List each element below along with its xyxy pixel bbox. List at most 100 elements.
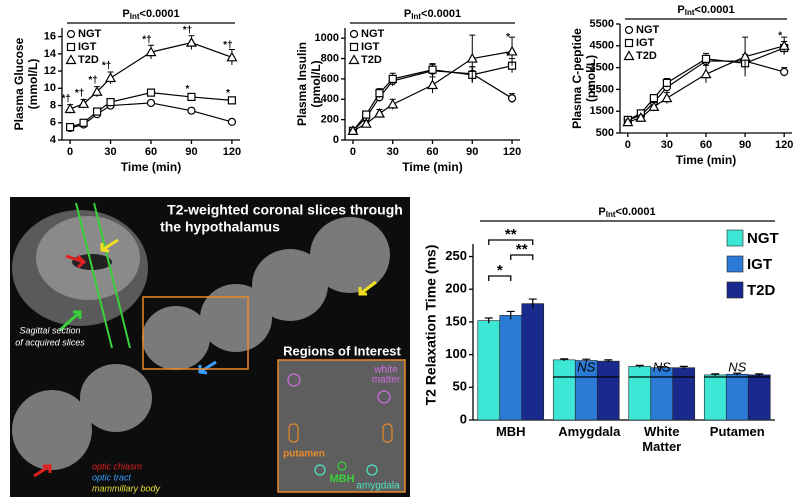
annotation: *† bbox=[142, 35, 151, 46]
marker bbox=[348, 54, 360, 65]
annotation: * bbox=[778, 31, 782, 42]
error-bar bbox=[604, 359, 613, 363]
legend-label: NGT bbox=[78, 28, 102, 40]
p-sub: Int bbox=[606, 210, 616, 219]
coronal-slices bbox=[12, 217, 390, 470]
error-bar bbox=[506, 310, 515, 320]
roi-putamen bbox=[288, 423, 299, 443]
y-tick-label: 10 bbox=[44, 82, 56, 94]
marker bbox=[349, 29, 359, 39]
p-interaction: PInt<0.0001 bbox=[122, 8, 179, 21]
p-sub: Int bbox=[130, 12, 140, 21]
bar bbox=[521, 303, 545, 421]
legend-label: T2D bbox=[78, 54, 99, 66]
x-tick-label: 0 bbox=[350, 146, 356, 158]
p-sub: Int bbox=[411, 12, 421, 21]
marker bbox=[66, 29, 76, 39]
roi-label: putamen bbox=[283, 449, 325, 460]
marker bbox=[426, 79, 439, 90]
y-axis-label: T2 Relaxation Time (ms) bbox=[423, 245, 439, 406]
marker bbox=[91, 86, 103, 96]
bar bbox=[747, 374, 771, 421]
y-tick-label: 100 bbox=[445, 346, 467, 361]
marker bbox=[92, 107, 102, 116]
error-bar bbox=[755, 373, 764, 376]
marker bbox=[507, 94, 517, 103]
ns-label: NS bbox=[577, 359, 595, 374]
legend-label: T2D bbox=[747, 282, 776, 299]
marker bbox=[362, 110, 371, 119]
marker bbox=[700, 68, 712, 79]
bar bbox=[596, 360, 620, 421]
legend-label: mammillary body bbox=[92, 483, 161, 493]
y-axis-label: (mmol/L) bbox=[26, 59, 40, 110]
legend-label: T2D bbox=[636, 50, 657, 62]
roi-circle bbox=[337, 461, 347, 471]
x-tick-label: 0 bbox=[67, 146, 73, 158]
annotation: *† bbox=[102, 61, 111, 72]
y-tick-label: 250 bbox=[445, 248, 467, 263]
roi-circle bbox=[287, 373, 301, 387]
sig-bracket bbox=[488, 239, 534, 245]
legend-swatch bbox=[726, 255, 744, 273]
p-rest: <0.0001 bbox=[695, 4, 735, 16]
annotation: * bbox=[506, 51, 510, 62]
legend-label: T2D bbox=[361, 54, 382, 66]
x-tick-label: 120 bbox=[775, 139, 793, 151]
legend-swatch bbox=[726, 229, 744, 247]
x-tick-label: 90 bbox=[739, 139, 751, 151]
roi-circle bbox=[366, 464, 378, 476]
x-tick-label-box: White Matter bbox=[642, 424, 681, 454]
legend-label: IGT bbox=[636, 37, 655, 49]
marker bbox=[373, 107, 385, 118]
marker bbox=[661, 92, 673, 103]
marker bbox=[187, 106, 196, 115]
error-bar bbox=[582, 358, 591, 362]
marker bbox=[226, 51, 238, 62]
y-tick-label: 200 bbox=[321, 114, 339, 126]
y-tick-label: 600 bbox=[321, 73, 339, 85]
marker bbox=[506, 45, 518, 56]
roi-putamen bbox=[382, 423, 393, 443]
yellow-arrow bbox=[100, 238, 119, 253]
bar bbox=[725, 373, 749, 421]
sig-bracket bbox=[488, 275, 512, 281]
error-bar bbox=[733, 372, 742, 376]
y-tick-label: 2500 bbox=[590, 83, 614, 95]
bar bbox=[628, 366, 652, 421]
y-tick-label: 6 bbox=[50, 117, 56, 129]
y-axis-label: Plasma C-peptide bbox=[570, 28, 584, 129]
y-axis-label: (pmol/L) bbox=[584, 55, 598, 102]
x-tick-label: 90 bbox=[466, 146, 478, 158]
bar bbox=[499, 315, 523, 421]
roi-title: Regions of Interest bbox=[283, 343, 401, 358]
slice-line bbox=[75, 202, 113, 349]
y-tick-label: 800 bbox=[321, 52, 339, 64]
y-tick-label: 1000 bbox=[315, 32, 339, 44]
x-tick-label: 0 bbox=[625, 139, 631, 151]
p-sub: Int bbox=[685, 8, 695, 17]
x-tick-label: 60 bbox=[700, 139, 712, 151]
p-main: P bbox=[404, 8, 411, 20]
red-arrow bbox=[33, 464, 52, 478]
p-interaction: PInt<0.0001 bbox=[677, 4, 734, 17]
x-tick-label: 30 bbox=[104, 146, 116, 158]
marker bbox=[349, 42, 359, 52]
bar bbox=[477, 320, 501, 421]
x-tick-label: 120 bbox=[223, 146, 241, 158]
error-bar bbox=[657, 366, 666, 369]
legend-label: IGT bbox=[78, 41, 97, 53]
sagittal-caption: of acquired slices bbox=[15, 337, 85, 347]
roi-label: MBH bbox=[329, 473, 354, 485]
marker bbox=[78, 98, 90, 108]
p-interaction: PInt<0.0001 bbox=[404, 8, 461, 21]
roi-circle bbox=[314, 464, 326, 476]
legend-label: NGT bbox=[361, 28, 385, 40]
x-axis-label: Time (min) bbox=[121, 160, 181, 174]
orange-box bbox=[142, 296, 249, 370]
y-tick-label: 8 bbox=[50, 99, 56, 111]
marker bbox=[701, 54, 711, 63]
x-tick-label-box: Putamen bbox=[710, 424, 765, 439]
p-rest: <0.0001 bbox=[421, 8, 461, 20]
roi-label: matter bbox=[372, 375, 401, 386]
